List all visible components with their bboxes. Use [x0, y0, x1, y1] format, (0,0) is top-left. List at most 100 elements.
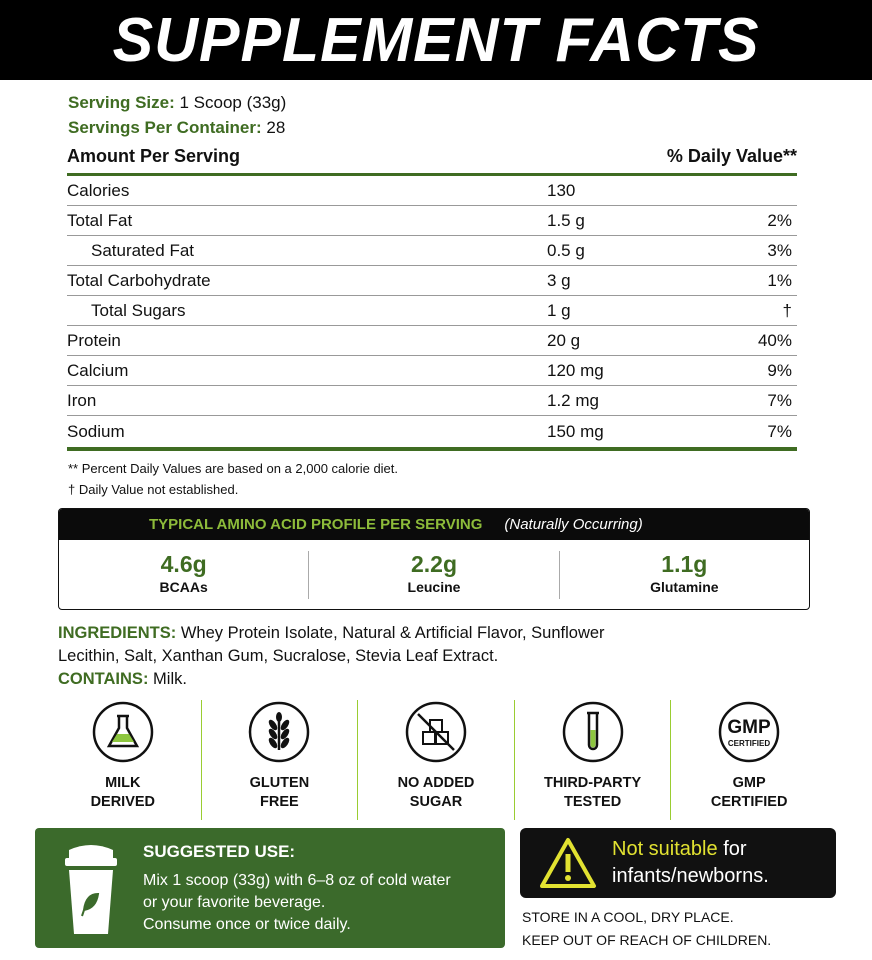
value: 28 — [266, 118, 286, 137]
badge-label: NO ADDED SUGAR — [358, 774, 514, 812]
daily-value: 7% — [767, 421, 792, 441]
amino-value: 4.6g — [160, 550, 207, 577]
ingredients: INGREDIENTS: Whey Protein Isolate, Natur… — [58, 622, 658, 691]
badge: THIRD-PARTY TESTED — [515, 700, 672, 820]
badge-label: GLUTEN FREE — [202, 774, 358, 812]
footnote: † Daily Value not established. — [68, 482, 239, 497]
table-row: Protein 20 g 40% — [67, 326, 797, 356]
table-header: Amount Per Serving % Daily Value** — [67, 146, 797, 176]
line: FREE — [260, 794, 299, 810]
daily-value: 2% — [767, 210, 792, 230]
amino-profile: TYPICAL AMINO ACID PROFILE PER SERVING (N… — [58, 508, 810, 610]
daily-value: 9% — [767, 360, 792, 380]
suggested-text: Mix 1 scoop (33g) with 6–8 oz of cold wa… — [143, 870, 451, 936]
warning-icon — [540, 838, 596, 888]
storage: STORE IN A COOL, DRY PLACE. KEEP OUT OF … — [522, 906, 771, 952]
line: or your favorite beverage. — [143, 894, 326, 911]
daily-value: 1% — [767, 270, 792, 290]
amino-items: 4.6g BCAAs 2.2g Leucine 1.1g Glutamine — [59, 540, 809, 609]
nutrient-name: Calories — [67, 180, 130, 200]
badge-label: GMP CERTIFIED — [671, 774, 827, 812]
amount: 1.5 g — [547, 210, 585, 230]
amino-label: BCAAs — [159, 578, 208, 595]
table-row: Total Carbohydrate 3 g 1% — [67, 266, 797, 296]
badge-label: THIRD-PARTY TESTED — [515, 774, 671, 812]
amino-title: TYPICAL AMINO ACID PROFILE PER SERVING — [149, 516, 483, 533]
nutrient-name: Total Sugars — [91, 300, 186, 320]
amino-note: (Naturally Occurring) — [504, 516, 643, 533]
test-tube-icon — [562, 701, 623, 763]
table-row: Saturated Fat 0.5 g 3% — [67, 236, 797, 266]
line: KEEP OUT OF REACH OF CHILDREN. — [522, 932, 772, 948]
wheat-icon — [249, 701, 310, 763]
footnotes: ** Percent Daily Values are based on a 2… — [68, 458, 398, 500]
daily-value: 40% — [757, 330, 792, 350]
line: STORE IN A COOL, DRY PLACE. — [522, 909, 734, 925]
badge: GMP CERTIFIED GMP CERTIFIED — [671, 700, 827, 820]
value: 1 Scoop (33g) — [179, 93, 287, 112]
label: INGREDIENTS: — [58, 624, 177, 642]
badge: NO ADDED SUGAR — [358, 700, 515, 820]
daily-value: 7% — [767, 390, 792, 410]
warning-text: Not suitable for infants/newborns. — [612, 836, 822, 890]
line: TESTED — [563, 794, 622, 810]
nutrient-name: Iron — [67, 390, 97, 410]
line: MILK — [105, 775, 141, 791]
header: SUPPLEMENT FACTS — [0, 0, 872, 80]
nutrition-table: Amount Per Serving % Daily Value** Calori… — [67, 146, 797, 451]
line: DERIVED — [90, 794, 156, 810]
amount: 120 mg — [547, 360, 604, 380]
amino-value: 1.1g — [661, 550, 708, 577]
line: NO ADDED — [397, 775, 475, 791]
table-row: Calories 130 — [67, 176, 797, 206]
gmp-text: GMP — [728, 717, 772, 738]
amino-item: 4.6g BCAAs — [59, 550, 310, 599]
amount: 3 g — [547, 270, 571, 290]
text: for infants/newborns. — [612, 838, 769, 887]
badges: MILK DERIVED GLUTEN FREE NO ADDED SUGAR THI… — [45, 700, 827, 820]
suggested-title: SUGGESTED USE: — [143, 842, 296, 861]
line: Consume once or twice daily. — [143, 916, 351, 933]
amino-header: TYPICAL AMINO ACID PROFILE PER SERVING (N… — [59, 509, 809, 540]
line: SUGAR — [409, 794, 463, 810]
line: GLUTEN — [249, 775, 310, 791]
badge: MILK DERIVED — [45, 700, 202, 820]
ingredients-text: INGREDIENTS: Whey Protein Isolate, Natur… — [58, 622, 658, 668]
serving-info: Serving Size: 1 Scoop (33g) Servings Per… — [68, 90, 286, 140]
table-row: Calcium 120 mg 9% — [67, 356, 797, 386]
title: SUPPLEMENT FACTS — [112, 5, 760, 75]
table-row: Iron 1.2 mg 7% — [67, 386, 797, 416]
certified-text: CERTIFIED — [728, 739, 770, 748]
amount: 1.2 mg — [547, 390, 599, 410]
suggested-use: SUGGESTED USE: Mix 1 scoop (33g) with 6–… — [35, 828, 505, 948]
contains: CONTAINS: Milk. — [58, 668, 658, 691]
table-row: Sodium 150 mg 7% — [67, 416, 797, 451]
amino-item: 1.1g Glutamine — [560, 551, 809, 599]
nutrient-name: Total Carbohydrate — [67, 270, 211, 290]
amount: 1 g — [547, 300, 571, 320]
label: Servings Per Container: — [68, 118, 262, 137]
text: Milk. — [153, 670, 187, 688]
table-row: Total Fat 1.5 g 2% — [67, 206, 797, 236]
sugar-icon — [405, 701, 467, 763]
daily-value: † — [782, 300, 792, 320]
amount-header: Amount Per Serving — [67, 146, 241, 166]
nutrient-name: Calcium — [67, 360, 129, 380]
shaker-icon — [65, 845, 117, 934]
amount: 150 mg — [547, 421, 604, 441]
amino-label: Leucine — [407, 578, 461, 595]
label: CONTAINS: — [58, 670, 149, 688]
label: Serving Size: — [68, 93, 175, 112]
badge-label: MILK DERIVED — [45, 774, 201, 812]
nutrient-name: Saturated Fat — [91, 240, 195, 260]
footnote: ** Percent Daily Values are based on a 2… — [68, 461, 399, 476]
amino-item: 2.2g Leucine — [309, 550, 560, 599]
amount: 130 — [547, 180, 576, 200]
badge: GLUTEN FREE — [202, 700, 359, 820]
dv-header: % Daily Value** — [666, 146, 797, 166]
table-row: Total Sugars 1 g † — [67, 296, 797, 326]
amino-value: 2.2g — [410, 550, 457, 577]
servings-per-container: Servings Per Container: 28 — [68, 115, 286, 140]
